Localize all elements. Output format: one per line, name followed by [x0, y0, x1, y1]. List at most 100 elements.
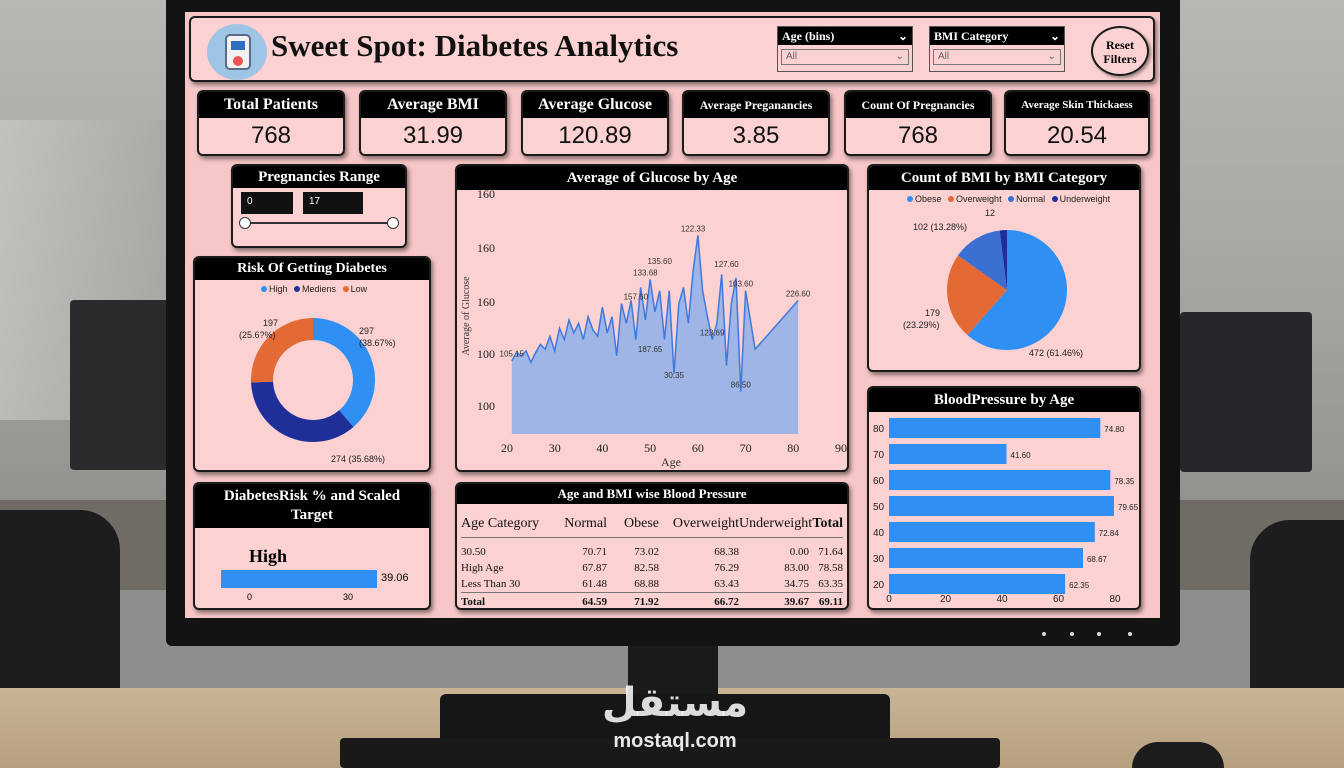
data-label: 86.50: [731, 381, 752, 390]
col-age-category[interactable]: Age Category: [461, 515, 540, 531]
age-bins-slicer[interactable]: Age (bins) ⌄ All ⌄: [777, 26, 913, 72]
donut-slice-medium[interactable]: [251, 381, 354, 442]
kpi-count-of-pregnancies: Count Of Pregnancies 768: [844, 90, 992, 156]
data-label: 30.35: [664, 371, 685, 380]
table-row: 30.50 70.71 73.02 68.38 0.00 71.64: [461, 544, 843, 560]
data-label: 127.60: [714, 260, 739, 269]
x-tick-label: 60: [692, 441, 704, 455]
legend-underweight: Underweight: [1059, 194, 1111, 204]
kpi-label: Average Glucose: [523, 92, 667, 118]
bmi-category-slicer[interactable]: BMI Category ⌄ All ⌄: [929, 26, 1065, 72]
col-underweight[interactable]: Underweight: [739, 515, 813, 531]
reset-filters-button[interactable]: Reset Filters: [1091, 26, 1149, 76]
legend-low-swatch: [342, 286, 349, 292]
bmi-slicer-value: All: [938, 51, 950, 62]
reset-label-line2: Filters: [1103, 52, 1137, 66]
range-title: Pregnancies Range: [233, 166, 405, 188]
kpi-value: 768: [250, 122, 292, 149]
y-axis-label: Average of Glucose: [461, 276, 472, 356]
col-obese[interactable]: Obese: [624, 515, 659, 531]
bp-bar[interactable]: [889, 522, 1095, 542]
cell: 78.58: [818, 562, 843, 574]
reset-label-line1: Reset: [1106, 38, 1134, 52]
kpi-label: Average Skin Thickaess: [1006, 92, 1148, 118]
cell: 68.38: [714, 546, 739, 558]
cell: 39.67: [784, 595, 809, 608]
range-min-input[interactable]: 0: [241, 192, 293, 214]
cell: 30.50: [461, 546, 486, 558]
glucose-line[interactable]: [511, 235, 799, 392]
risk-scaled-card: DiabetesRisk % and Scaled Target High 39…: [193, 482, 431, 610]
range-min-handle[interactable]: [239, 217, 251, 229]
y-tick-label: 100: [477, 399, 495, 413]
y-tick-label: 50: [873, 502, 885, 513]
y-tick-label: 30: [873, 554, 885, 565]
cell: 63.35: [818, 578, 843, 590]
kpi-value: 768: [897, 122, 939, 149]
kpi-value: 3.85: [732, 122, 780, 149]
bp-bar[interactable]: [889, 418, 1101, 438]
bp-chart-svg: 80 74.80 70 41.60 60 78.35 50 79.65 40 72.84 30 68.…: [873, 418, 1139, 605]
bp-bar[interactable]: [889, 496, 1114, 516]
chair-left: [0, 510, 120, 690]
risk-scaled-category: High: [249, 546, 288, 566]
range-track: [245, 222, 391, 224]
bp-bar[interactable]: [889, 548, 1083, 568]
range-max-input[interactable]: 17: [303, 192, 363, 214]
kpi-value: 120.89: [558, 122, 632, 149]
data-label: 72.84: [1099, 529, 1120, 538]
monitor-led: [1097, 632, 1101, 636]
col-normal[interactable]: Normal: [564, 515, 607, 531]
x-tick-label: 70: [740, 441, 752, 455]
cell: 69.11: [818, 595, 843, 608]
chevron-down-icon: ⌄: [1047, 51, 1056, 62]
data-label: 226.60: [786, 289, 811, 298]
x-tick-label: 80: [1109, 594, 1121, 605]
bmi-pie-title: Count of BMI by BMI Category: [869, 166, 1139, 190]
col-total[interactable]: Total: [812, 515, 843, 531]
kpi-label: Average BMI: [361, 92, 505, 118]
donut-label-high-pct: (38.67%): [359, 338, 396, 348]
watermark-arabic: مستقل: [601, 680, 749, 726]
data-label: 105.15: [500, 350, 525, 359]
data-label: 122.33: [681, 224, 706, 233]
col-overweight[interactable]: Overweight: [672, 515, 739, 531]
data-label: 41.60: [1011, 451, 1032, 460]
table-header: Age Category Normal Obese Overweight Und…: [461, 510, 843, 538]
y-tick-label: 80: [873, 424, 885, 435]
legend-medium-swatch: [294, 286, 301, 292]
range-max-handle[interactable]: [387, 217, 399, 229]
pie-slice-normal[interactable]: [957, 230, 1007, 290]
keyboard: [340, 738, 1000, 768]
bp-bar[interactable]: [889, 574, 1066, 594]
bp-bar[interactable]: [889, 470, 1111, 490]
cell: 61.48: [582, 578, 607, 590]
x-tick-label: 60: [1053, 594, 1065, 605]
bp-table-title: Age and BMI wise Blood Pressure: [457, 484, 847, 504]
legend-normal: Normal: [1016, 194, 1046, 204]
data-label: 103.60: [729, 280, 754, 289]
pie-label-obese: 472 (61.46%): [1029, 348, 1084, 358]
glucose-chart-card: Average of Glucose by Age 20 30 40 50 60 70 80…: [455, 164, 849, 472]
x-tick-label: 40: [596, 441, 608, 455]
pie-slice-obese[interactable]: [967, 230, 1067, 350]
x-tick-label: 0: [886, 594, 892, 605]
cell: 64.59: [582, 595, 607, 608]
legend-high: High: [269, 284, 288, 294]
y-tick-label: 160: [477, 295, 495, 309]
cell: 0.00: [789, 546, 809, 558]
donut-slice-low[interactable]: [251, 318, 313, 383]
legend-high-swatch: [261, 286, 267, 292]
x-tick-label: 20: [940, 594, 952, 605]
cell: 67.87: [582, 562, 607, 574]
glucose-chart-title: Average of Glucose by Age: [457, 166, 847, 190]
glucose-chart-svg: 20 30 40 50 60 70 80 90 160 160 160 100 100 Age Averag…: [461, 187, 847, 469]
pie-slice-overweight[interactable]: [947, 255, 1007, 336]
cell: 63.43: [714, 578, 739, 590]
pie-slice-underweight[interactable]: [999, 230, 1007, 290]
bp-bar[interactable]: [889, 444, 1007, 464]
bp-chart-title: BloodPressure by Age: [869, 388, 1139, 412]
legend-obese-swatch: [907, 196, 913, 202]
donut-slice-high[interactable]: [313, 318, 375, 427]
risk-scaled-value: 39.06: [381, 572, 409, 584]
